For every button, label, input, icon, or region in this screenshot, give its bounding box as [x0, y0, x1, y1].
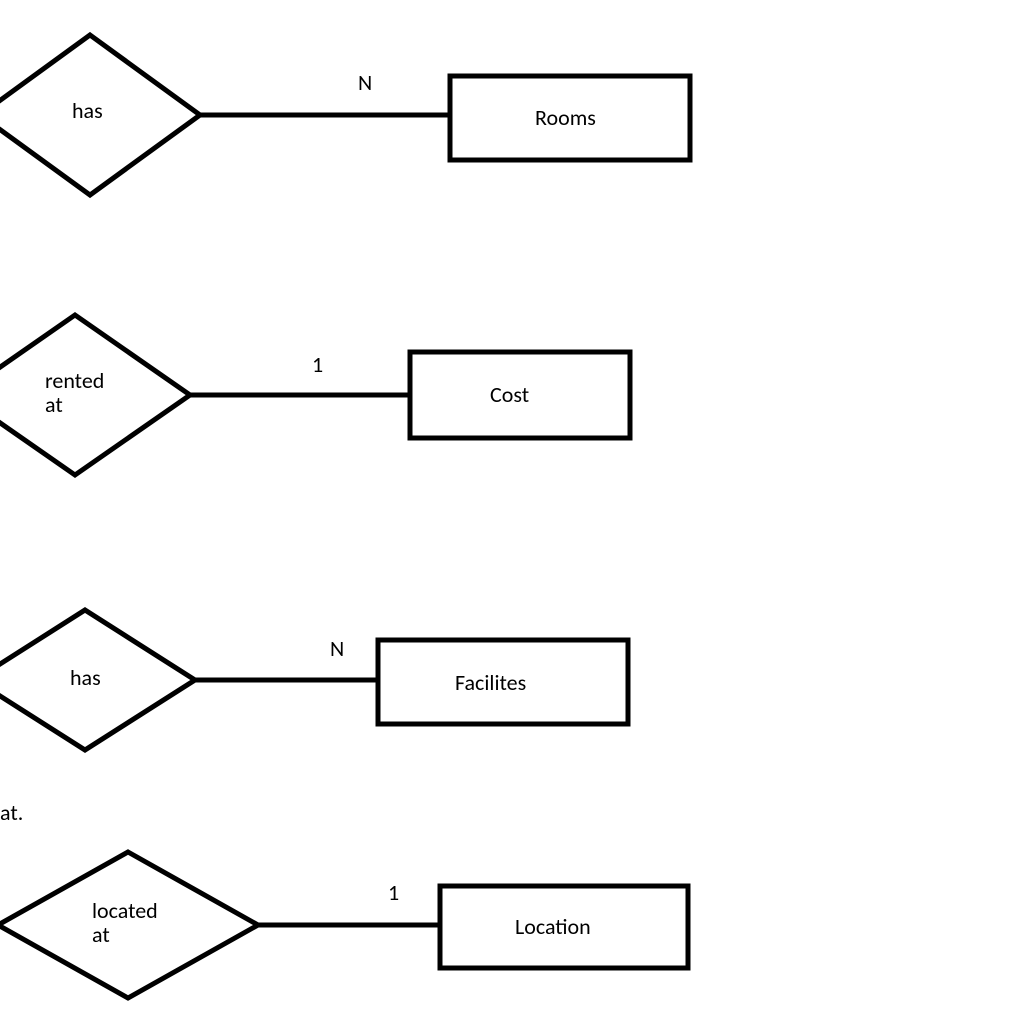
- relationship-label-1-line1: at: [45, 391, 63, 418]
- cardinality-label-1: 1: [312, 351, 323, 378]
- cardinality-label-2: N: [330, 635, 344, 662]
- cardinality-label-3: 1: [388, 879, 399, 906]
- cardinality-label-0: N: [358, 69, 372, 96]
- relationship-label-0-line0: has: [72, 97, 103, 124]
- er-diagram: hasNRoomsrentedat1CosthasNFaciliteslocat…: [0, 0, 1024, 1024]
- relationship-label-3-line0: located: [92, 897, 158, 924]
- stray-text-fragment: at.: [0, 799, 23, 826]
- relationship-label-3-line1: at: [92, 921, 110, 948]
- entity-label-3: Location: [515, 913, 591, 940]
- entity-label-1: Cost: [490, 381, 529, 408]
- entity-label-2: Facilites: [455, 669, 526, 696]
- entity-label-0: Rooms: [535, 104, 596, 131]
- relationship-label-1-line0: rented: [45, 367, 104, 394]
- relationship-label-2-line0: has: [70, 664, 101, 691]
